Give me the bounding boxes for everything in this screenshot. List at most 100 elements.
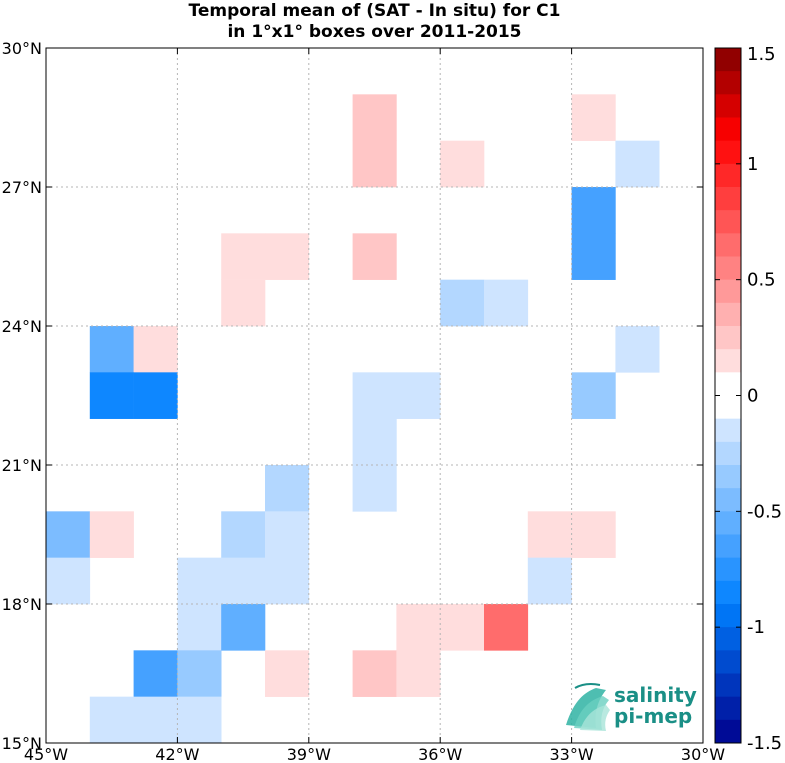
colorbar-segment — [715, 673, 741, 698]
x-tick-label: 33°W — [550, 745, 594, 763]
heatmap-cell — [571, 511, 616, 558]
colorbar-segment — [715, 580, 741, 605]
heatmap-cell — [177, 604, 222, 651]
heatmap-cell — [396, 372, 441, 419]
colorbar-segment — [715, 117, 741, 142]
x-tick-label: 42°W — [155, 745, 199, 763]
colorbar-tick-label: -1.5 — [747, 733, 782, 754]
y-tick-label: 15°N — [2, 734, 42, 753]
colorbar-segment — [715, 256, 741, 281]
colorbar-tick-label: -0.5 — [747, 501, 782, 522]
heatmap-cell — [89, 326, 134, 373]
heatmap-cell — [265, 511, 310, 558]
colorbar-segment — [715, 441, 741, 466]
heatmap-cell — [221, 557, 266, 605]
colorbar-segment — [715, 94, 741, 118]
colorbar-segment — [715, 534, 741, 559]
heatmap-cell — [265, 465, 310, 512]
heatmap-cell — [265, 650, 310, 697]
heatmap-cell — [571, 233, 616, 280]
heatmap-cell — [571, 372, 616, 419]
colorbar: 1.5 1 0.5 0 -0.5 -1 -1.5 — [714, 44, 782, 754]
heatmap-cells — [46, 94, 660, 744]
y-tick-label: 30°N — [2, 39, 42, 58]
heatmap-cell — [46, 511, 91, 558]
heatmap-cell — [221, 604, 266, 651]
heatmap-cell — [89, 511, 134, 558]
colorbar-segment — [715, 233, 741, 257]
heatmap-cell — [352, 465, 397, 512]
colorbar-segment — [715, 187, 741, 211]
colorbar-segment — [715, 604, 741, 628]
y-tick-label: 21°N — [2, 456, 42, 475]
heatmap-cell — [396, 604, 441, 651]
y-tick-label: 27°N — [2, 178, 42, 197]
heatmap-cell — [133, 696, 178, 744]
axis-ticks: 45°W 42°W 39°W 36°W 33°W 30°W 30°N 27°N 24°N 21°N… — [2, 39, 726, 763]
heatmap-cell — [440, 140, 485, 188]
heatmap-cell — [265, 557, 310, 605]
colorbar-tick-label: 0 — [747, 386, 758, 407]
heatmap-cell — [352, 372, 397, 419]
heatmap-cell — [177, 650, 222, 697]
colorbar-segment — [715, 349, 741, 373]
y-tick-label: 18°N — [2, 595, 42, 614]
colorbar-tick-label: -1 — [747, 617, 765, 638]
colorbar-segment — [715, 696, 741, 721]
heatmap-cell — [396, 650, 441, 697]
heatmap-cell — [615, 140, 660, 188]
colorbar-tick-label: 1 — [747, 154, 758, 175]
heatmap-cell — [484, 279, 529, 327]
colorbar-segment — [715, 71, 741, 95]
colorbar-segment — [715, 210, 741, 234]
heatmap-cell — [527, 511, 572, 558]
chart-title-line1: Temporal mean of (SAT - In situ) for C1 — [188, 1, 561, 21]
heatmap-cell — [221, 233, 266, 280]
heatmap-cell — [133, 650, 178, 697]
colorbar-tick-label: 1.5 — [747, 44, 776, 65]
colorbar-segment — [715, 418, 741, 443]
heatmap-cell — [571, 187, 616, 234]
heatmap-cell — [133, 326, 178, 373]
x-tick-label: 45°W — [24, 745, 68, 763]
x-tick-label: 39°W — [287, 745, 331, 763]
colorbar-segment — [715, 279, 741, 304]
heatmap-cell — [571, 94, 616, 141]
plot-frame — [45, 47, 704, 744]
colorbar-segment — [715, 372, 741, 396]
logo-text-salinity: salinity — [614, 683, 697, 707]
colorbar-segment — [715, 395, 741, 420]
heatmap-cell — [133, 372, 178, 419]
colorbar-tick-label: 0.5 — [747, 270, 776, 291]
colorbar-segment — [715, 326, 741, 350]
heatmap-cell — [221, 511, 266, 558]
heatmap-cell — [89, 372, 134, 419]
colorbar-segment — [715, 302, 741, 327]
colorbar-segment — [715, 465, 741, 489]
colorbar-segment — [715, 557, 741, 582]
heatmap-cell — [46, 557, 91, 605]
heatmap-cell — [352, 94, 397, 141]
heatmap-cell — [352, 650, 397, 697]
heatmap-cell — [615, 326, 660, 373]
heatmap-cell — [352, 140, 397, 188]
colorbar-segment — [715, 719, 741, 744]
y-tick-label: 24°N — [2, 317, 42, 336]
salinity-pi-mep-logo-icon — [566, 683, 610, 731]
heatmap-cell — [89, 696, 134, 744]
colorbar-segment — [715, 488, 741, 512]
heatmap-cell — [352, 233, 397, 280]
heatmap-cell — [440, 604, 485, 651]
heatmap-cell — [352, 418, 397, 466]
logo-text-pi-mep: pi-mep — [614, 704, 693, 728]
heatmap-cell — [527, 557, 572, 605]
chart-title-line2: in 1°x1° boxes over 2011-2015 — [227, 22, 522, 42]
heatmap-cell — [265, 233, 310, 280]
x-tick-label: 36°W — [418, 745, 462, 763]
colorbar-segment — [715, 627, 741, 651]
heatmap-cell — [484, 604, 529, 651]
heatmap-cell — [440, 279, 485, 327]
x-tick-label: 30°W — [681, 745, 725, 763]
colorbar-segment — [715, 650, 741, 674]
